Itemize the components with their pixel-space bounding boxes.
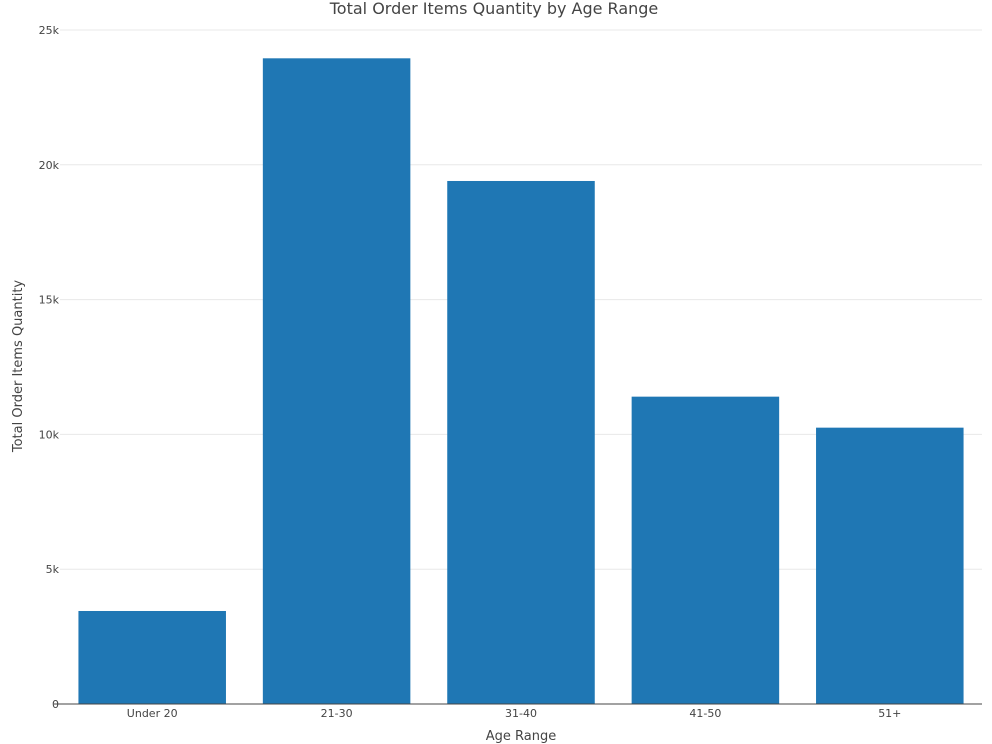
bar-21-30 [262, 58, 411, 705]
y-tick-label: 15k [39, 294, 60, 307]
x-tick-label: 21-30 [321, 707, 353, 720]
chart-title: Total Order Items Quantity by Age Range [329, 0, 659, 18]
bar-41-50 [631, 396, 780, 704]
y-tick-label: 25k [39, 24, 60, 37]
y-tick-label: 5k [46, 563, 60, 576]
x-axis-title: Age Range [486, 729, 556, 744]
x-tick-label: 51+ [878, 707, 901, 720]
y-tick-labels: 0 5k 10k 15k 20k 25k [39, 24, 60, 711]
y-tick-label: 0 [52, 698, 59, 711]
bar-under-20 [78, 610, 226, 704]
x-tick-label: Under 20 [127, 707, 178, 720]
x-tick-label: 31-40 [505, 707, 537, 720]
x-tick-label: 41-50 [689, 707, 721, 720]
y-tick-label: 10k [39, 428, 60, 441]
bar-31-40 [447, 180, 595, 704]
y-axis-title: Total Order Items Quantity [11, 280, 26, 454]
x-tick-labels: Under 20 21-30 31-40 41-50 51+ [127, 707, 902, 720]
y-tick-label: 20k [39, 159, 60, 172]
bar-51- [816, 427, 964, 704]
bars [78, 58, 964, 705]
